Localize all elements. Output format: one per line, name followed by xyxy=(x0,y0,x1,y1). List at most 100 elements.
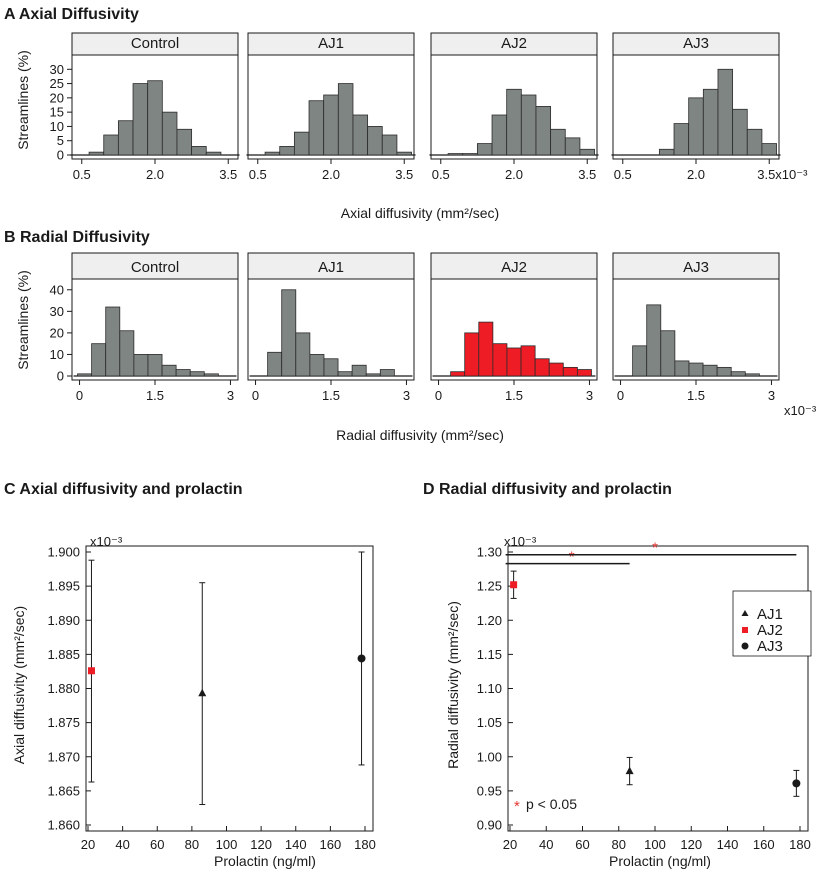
histogram-bar xyxy=(550,128,566,156)
panel-a-title: A Axial Diffusivity xyxy=(4,6,139,23)
pvalue-star: * xyxy=(514,798,520,815)
histogram-bar xyxy=(203,373,219,377)
x-tick-label: 100 xyxy=(216,837,238,852)
panel-b-title: B Radial Diffusivity xyxy=(4,229,150,246)
x-tick-label: 80 xyxy=(185,837,199,852)
histogram-bar xyxy=(702,364,718,377)
histogram-bar xyxy=(476,143,493,156)
facet-strip xyxy=(430,252,598,280)
y-tick-label: 0.95 xyxy=(477,783,502,798)
histogram-bar xyxy=(337,83,354,156)
histogram-bar xyxy=(279,146,295,156)
x-tick-label: 120 xyxy=(250,837,272,852)
facet-label: Control xyxy=(131,259,179,276)
radial-hist-exponent: x10⁻³ xyxy=(784,403,817,418)
histogram-bar xyxy=(77,373,93,377)
x-tick-label: 20 xyxy=(81,837,95,852)
x-tick-label: 1.5 xyxy=(505,388,523,403)
histogram-bar xyxy=(717,68,734,156)
radial-scatter-ylabel: Radial diffusivity (mm²/sec) xyxy=(445,601,461,769)
histogram-bar xyxy=(702,88,719,156)
legend-triangle-icon xyxy=(741,610,749,616)
histogram-bar xyxy=(161,364,177,377)
facet-label: AJ1 xyxy=(318,259,344,276)
plot-frame xyxy=(507,545,809,832)
histogram-bar xyxy=(688,362,704,377)
y-tick-label: 5 xyxy=(57,133,64,148)
axial-prolactin-plot: 1.860 1.865 1.870 1.875 1.880 1.885 1.890 1.895… xyxy=(47,545,375,853)
y-tick-label: 10 xyxy=(50,119,64,134)
axial-scatter-xlabel: Prolactin (ng/ml) xyxy=(214,853,316,869)
histogram-bar xyxy=(746,128,763,156)
histogram-bar xyxy=(716,366,732,377)
x-tick-label: 60 xyxy=(575,837,589,852)
legend-label-aj1: AJ1 xyxy=(757,606,783,623)
facet-label: AJ1 xyxy=(318,35,344,52)
x-tick-label: 3.5 xyxy=(395,167,413,182)
histogram-bar xyxy=(351,364,367,377)
y-tick-label: 25 xyxy=(50,76,64,91)
y-tick-label: 10 xyxy=(50,347,64,362)
facet-label: AJ2 xyxy=(501,35,527,52)
histogram-bar xyxy=(478,321,494,377)
y-tick-label: 1.30 xyxy=(477,545,502,560)
histogram-bar xyxy=(562,366,578,377)
histogram-bar xyxy=(323,94,339,156)
point-aj1 xyxy=(198,688,207,697)
facet-label: Control xyxy=(131,35,179,52)
histogram-bar xyxy=(674,360,690,377)
histogram-bar xyxy=(534,358,550,377)
x-tick-label: 0 xyxy=(76,388,83,403)
histogram-bar xyxy=(632,345,648,377)
x-tick-label: 180 xyxy=(354,837,376,852)
y-tick-label: 1.860 xyxy=(47,818,80,833)
y-tick-label: 1.895 xyxy=(47,579,80,594)
histogram-bar xyxy=(367,126,383,156)
histogram-bar xyxy=(491,114,508,156)
y-tick-label: 0 xyxy=(57,369,64,384)
x-tick-label: 0.5 xyxy=(614,167,632,182)
y-tick-label: 1.880 xyxy=(47,681,80,696)
histogram-bar xyxy=(281,289,297,377)
histogram-bar xyxy=(267,351,283,377)
y-tick-label: 1.890 xyxy=(47,613,80,628)
histogram-bar xyxy=(576,369,592,377)
histogram-bar xyxy=(175,369,191,377)
x-tick-label: 2.0 xyxy=(322,167,340,182)
axial-scatter-ylabel: Axial diffusivity (mm²/sec) xyxy=(11,606,27,764)
x-tick-label: 1.5 xyxy=(322,388,340,403)
histogram-bar xyxy=(548,362,564,377)
histogram-bar xyxy=(744,373,760,377)
pvalue-note: p < 0.05 xyxy=(526,796,577,812)
x-tick-label: 0 xyxy=(435,388,442,403)
histogram-bar xyxy=(88,151,105,156)
histogram-bar xyxy=(732,108,748,156)
facet-strip xyxy=(612,252,780,280)
histogram-bar xyxy=(191,146,207,156)
histogram-bar xyxy=(447,153,464,156)
x-tick-label: 0.5 xyxy=(249,167,267,182)
radial-scatter-exponent: x10⁻³ xyxy=(504,534,537,549)
legend-square-icon xyxy=(742,627,748,633)
x-tick-label: 160 xyxy=(320,837,342,852)
histogram-bar xyxy=(688,97,704,156)
histogram-bar xyxy=(579,148,595,156)
histogram-bar xyxy=(365,373,381,377)
histogram-bar xyxy=(119,330,135,377)
histogram-bar xyxy=(91,343,107,377)
histogram-bar xyxy=(535,106,552,156)
histogram-bar xyxy=(464,332,480,377)
x-tick-label: 120 xyxy=(680,837,702,852)
histogram-bar xyxy=(189,371,205,377)
y-tick-label: 1.25 xyxy=(477,579,502,594)
histogram-bar xyxy=(520,345,536,377)
histogram-bar xyxy=(761,143,777,156)
panel-c-title: C Axial diffusivity and prolactin xyxy=(4,481,243,498)
histogram-bar xyxy=(506,347,522,377)
x-tick-label: 140 xyxy=(285,837,307,852)
y-tick-label: 0.90 xyxy=(477,818,502,833)
y-tick-label: 1.00 xyxy=(477,749,502,764)
histogram-bar xyxy=(564,137,581,156)
